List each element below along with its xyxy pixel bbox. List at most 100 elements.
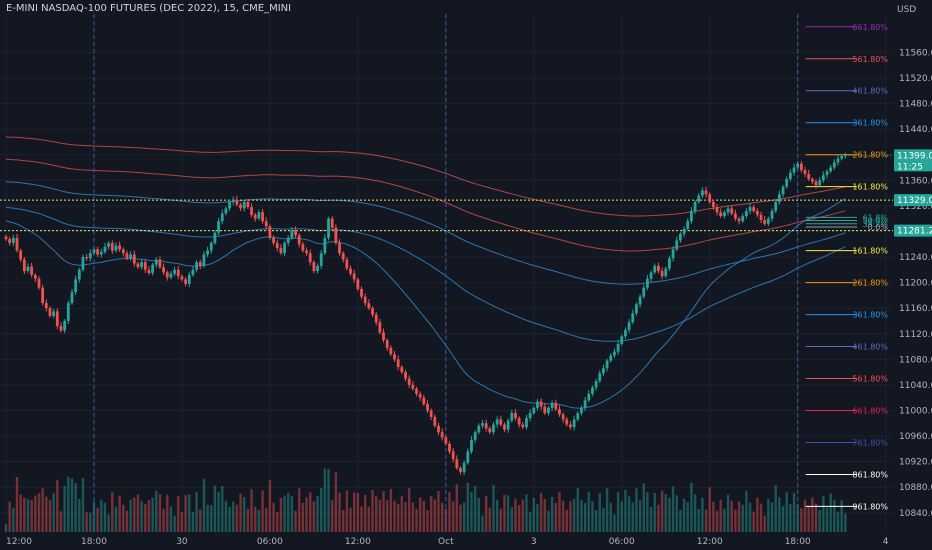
volume-bar xyxy=(807,505,810,532)
candle-body xyxy=(799,163,803,171)
volume-bar xyxy=(697,509,700,532)
volume-bar xyxy=(232,501,235,532)
volume-bar xyxy=(415,508,418,532)
candle-body xyxy=(374,314,378,323)
price-badge xyxy=(894,224,932,237)
candle-body xyxy=(810,178,814,182)
volume-bar xyxy=(635,488,638,532)
volume-bar xyxy=(312,501,316,532)
candle-body xyxy=(444,437,448,444)
candle-body xyxy=(477,425,481,433)
candle-body xyxy=(275,242,279,249)
volume-bar xyxy=(701,497,704,532)
volume-bar xyxy=(613,514,616,532)
volume-bar xyxy=(396,504,400,532)
volume-bar xyxy=(70,478,74,532)
volume-bar xyxy=(638,500,642,532)
candle-body xyxy=(125,253,129,259)
volume-bar xyxy=(96,507,99,532)
fib-label: 561.80% xyxy=(852,55,888,64)
volume-bar xyxy=(631,502,634,532)
volume-bar xyxy=(759,503,763,532)
ema-line xyxy=(5,158,846,252)
volume-bar xyxy=(195,492,198,532)
time-tick-label: Oct xyxy=(438,537,454,547)
candle-body xyxy=(711,202,715,208)
candle-body xyxy=(136,263,140,268)
volume-bar xyxy=(598,493,601,532)
volume-bar xyxy=(649,507,653,532)
volume-bar xyxy=(587,492,590,532)
volume-bar xyxy=(679,510,682,532)
volume-bar xyxy=(177,496,180,532)
time-tick-label: 12:00 xyxy=(6,537,32,547)
volume-bar xyxy=(785,492,788,532)
candle-body xyxy=(272,237,275,243)
candle-body xyxy=(722,212,726,217)
candle-body xyxy=(700,190,704,196)
volume-bar xyxy=(19,494,22,532)
candle-body xyxy=(81,257,85,270)
volume-bar xyxy=(737,501,741,532)
volume-bar xyxy=(228,507,231,532)
volume-bar xyxy=(254,506,257,532)
price-badge-value: 11329.00 xyxy=(897,196,932,206)
candle-body xyxy=(44,303,48,309)
volume-bar xyxy=(305,497,308,532)
time-axis[interactable]: 12:00 18:00 30 06:00 12:00 Oct 3 06:00 12:00 18:0… xyxy=(6,537,889,547)
candle-body xyxy=(360,288,363,297)
candle-body xyxy=(569,424,572,428)
volume-bar xyxy=(393,500,396,532)
volume-bar xyxy=(789,504,792,532)
ema-line xyxy=(5,206,846,342)
price-badges: 11399.0011:25 11329.00 11281.25 xyxy=(894,149,932,237)
volume-bar xyxy=(114,506,118,532)
fib-label: 461.80% xyxy=(852,87,888,96)
volume-bar xyxy=(89,512,92,532)
volume-bar xyxy=(836,511,840,532)
candle-body xyxy=(217,221,220,233)
price-badge-countdown: 11:25 xyxy=(897,162,923,172)
price-axis[interactable]: 11560.0011520.0011480.0011440.0011400.00… xyxy=(899,48,932,518)
candle-body xyxy=(503,424,506,430)
volume-bar xyxy=(429,496,433,532)
candle-body xyxy=(737,218,741,222)
fib-label: 61.8% xyxy=(863,213,889,222)
volume-bar xyxy=(287,492,290,532)
candle-body xyxy=(70,292,74,304)
volume-bar xyxy=(583,503,587,532)
candle-body xyxy=(792,167,796,173)
volume-bar xyxy=(803,499,807,532)
candle-body xyxy=(613,351,616,356)
candle-body xyxy=(455,459,459,469)
candle-body xyxy=(462,462,466,472)
fib-label: 661.80% xyxy=(852,406,888,415)
volume-bar xyxy=(360,506,363,532)
candle-body xyxy=(158,259,162,268)
candle-body xyxy=(356,279,360,289)
price-tick-label: 11040.00 xyxy=(899,381,932,391)
volume-bar xyxy=(741,504,744,532)
volume-bar xyxy=(400,495,404,532)
candle-body xyxy=(448,443,451,452)
candle-body xyxy=(55,311,59,327)
volume-bar xyxy=(503,494,506,532)
volume-bar xyxy=(774,485,777,532)
candle-body xyxy=(583,400,587,408)
volume-bar xyxy=(664,494,667,532)
candle-body xyxy=(30,266,34,275)
candle-body xyxy=(173,269,176,274)
volume-bar xyxy=(730,500,733,532)
candle-body xyxy=(631,313,635,323)
candle-body xyxy=(668,258,671,269)
candle-body xyxy=(74,279,78,293)
volume-bar xyxy=(136,494,140,532)
candle-body xyxy=(646,278,649,288)
candle-body xyxy=(576,413,580,420)
candle-body xyxy=(253,214,257,219)
volume-bar xyxy=(374,496,378,532)
volume-bar xyxy=(569,501,572,532)
candle-body xyxy=(15,237,19,251)
volume-bar xyxy=(675,495,678,532)
